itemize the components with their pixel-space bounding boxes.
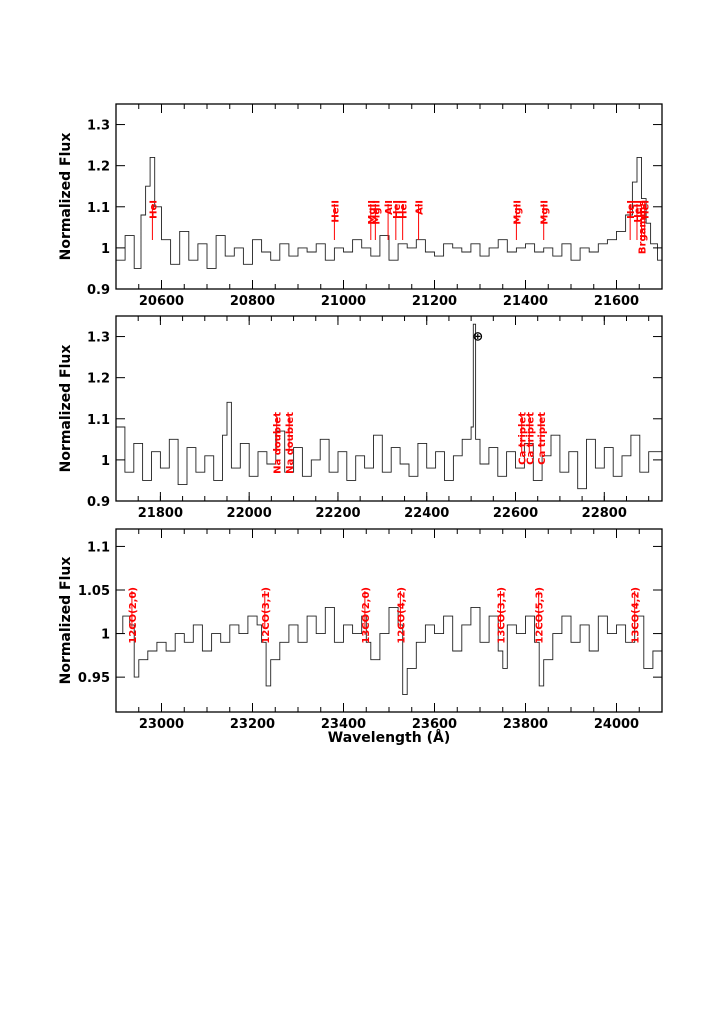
line-marker-label: HeII xyxy=(330,200,341,223)
line-marker-label: AlI xyxy=(384,200,395,215)
line-marker-label: MgII xyxy=(371,200,382,225)
y-tick-label: 1.3 xyxy=(87,119,110,134)
plot-frame xyxy=(115,315,663,502)
line-marker-label: AlI xyxy=(415,200,426,215)
y-axis-title: Normalized Flux xyxy=(58,345,74,473)
spectrum-series-0 xyxy=(116,156,663,269)
panel-na-ca-region: 21800 22000 22200 22400 22600 22800 0.9 1 1.1 1.2… xyxy=(58,315,663,521)
line-marker-label: Ca triplet xyxy=(518,412,529,465)
y-tick-label: 1 xyxy=(101,242,110,257)
line-marker-label: 13CO(3,1) xyxy=(497,587,508,644)
x-tick-label: 21800 xyxy=(138,506,183,521)
x-axis-title: Wavelength (Å) xyxy=(328,729,450,746)
x-tick-label: 20600 xyxy=(139,294,184,309)
x-tick-label: 23400 xyxy=(321,717,366,732)
telluric-symbol: ⊕ xyxy=(472,330,483,345)
y-tick-label: 1.2 xyxy=(87,160,110,175)
line-marker-label: HeII xyxy=(633,200,644,223)
x-tick-label: 22400 xyxy=(404,506,449,521)
x-tick-label: 22000 xyxy=(227,506,272,521)
y-tick-label: 0.9 xyxy=(87,283,110,298)
x-tick-label: 23800 xyxy=(503,717,548,732)
x-tick-label: 21400 xyxy=(503,294,548,309)
y-tick-label: 0.9 xyxy=(87,495,110,510)
line-marker-label: MgII xyxy=(512,200,523,225)
y-tick-label: 0.95 xyxy=(78,671,110,686)
line-marker-label: Brgamma xyxy=(638,200,649,254)
line-marker-label: 12CO(2,0) xyxy=(128,587,139,644)
line-marker-label: 12CO(3,1) xyxy=(261,587,272,644)
line-marker-label: Ca triplet xyxy=(525,412,536,465)
line-marker-label: HeI xyxy=(148,200,159,219)
panel-hei-brgamma-region: 20600 20800 21000 21200 21400 21600 0.9 1 1.1 1.2… xyxy=(58,103,663,309)
line-marker-label: Na doublet xyxy=(273,412,284,474)
line-marker-label: 13CO(2,0) xyxy=(361,587,372,644)
line-marker-label: Na doublet xyxy=(285,412,296,474)
line-marker-label: HeI xyxy=(641,200,652,219)
panel-co-bandhead-region: 23000 23200 23400 23600 23800 24000 0.95 1 1.05 1… xyxy=(58,528,663,746)
line-marker-label: Ca triplet xyxy=(537,412,548,465)
x-tick-label: 21200 xyxy=(412,294,457,309)
spectrum-series-0 xyxy=(116,606,663,696)
y-tick-label: 1.1 xyxy=(87,413,110,428)
y-tick-label: 1.3 xyxy=(87,331,110,346)
y-tick-label: 1.05 xyxy=(78,584,110,599)
line-marker-label: MgII xyxy=(367,200,378,225)
y-tick-label: 1 xyxy=(101,628,110,643)
x-tick-label: 21600 xyxy=(594,294,639,309)
line-marker-label: HeI xyxy=(399,200,410,219)
x-tick-label: 23200 xyxy=(230,717,275,732)
y-tick-label: 1.1 xyxy=(87,540,110,555)
x-tick-label: 24000 xyxy=(594,717,639,732)
line-marker-label: HeI xyxy=(392,200,403,219)
line-marker-label: 12CO(4,2) xyxy=(396,587,407,644)
spectrum-series-0 xyxy=(116,323,663,490)
line-marker-label: 13CO(4,2) xyxy=(631,587,642,644)
y-tick-label: 1.1 xyxy=(87,201,110,216)
x-tick-label: 22800 xyxy=(582,506,627,521)
line-marker-label: HeI xyxy=(626,200,637,219)
line-marker-label: MgII xyxy=(540,200,551,225)
y-axis-title: Normalized Flux xyxy=(58,557,74,685)
x-tick-label: 22200 xyxy=(315,506,360,521)
x-tick-label: 22600 xyxy=(493,506,538,521)
line-marker-label: 12CO(5,3) xyxy=(535,587,546,644)
y-tick-label: 1 xyxy=(101,454,110,469)
y-axis-title: Normalized Flux xyxy=(58,133,74,261)
x-tick-label: 23000 xyxy=(139,717,184,732)
x-tick-label: 20800 xyxy=(230,294,275,309)
y-tick-label: 1.2 xyxy=(87,372,110,387)
x-tick-label: 21000 xyxy=(321,294,366,309)
plot-frame xyxy=(115,103,663,290)
x-tick-label: 23600 xyxy=(412,717,457,732)
